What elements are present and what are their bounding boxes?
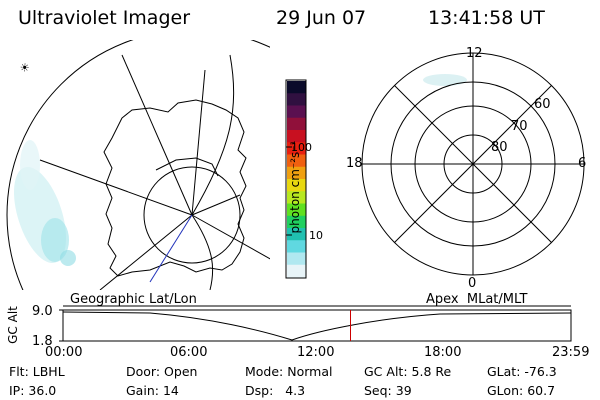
colorbar-segment: [287, 105, 306, 119]
colorbar-segment: [287, 228, 306, 241]
footer-ip: IP: 36.0: [9, 383, 57, 398]
time-label: 13:41:58 UT: [428, 7, 545, 29]
colorbar-unit-label: photon cm⁻²s⁻¹: [288, 140, 302, 234]
altitude-ymin: 1.8: [32, 334, 53, 349]
colorbar-segment: [287, 215, 306, 229]
colorbar-segment: [287, 81, 306, 94]
time-tick-2359: 23:59: [552, 345, 590, 360]
altitude-ymax: 9.0: [32, 304, 53, 319]
colorbar-segment: [287, 264, 306, 278]
colorbar-segment: [287, 93, 306, 106]
colorbar-tick-10: 10: [309, 229, 323, 242]
mlt-label-12: 12: [466, 46, 483, 61]
footer-glat: GLat: -76.3: [487, 364, 557, 379]
colorbar-segment: [287, 252, 306, 266]
geographic-map: [6, 40, 270, 290]
colorbar-segment: [287, 142, 306, 155]
altitude-plot: [59, 305, 572, 342]
footer-mode: Mode: Normal: [245, 364, 333, 379]
time-tick-0000: 00:00: [45, 345, 83, 360]
footer-gain: Gain: 14: [126, 383, 179, 398]
time-tick-0600: 06:00: [170, 345, 208, 360]
polar-plot-label: Apex MLat/MLT: [426, 292, 528, 307]
colorbar-segment: [287, 117, 306, 131]
mlat-label-70: 70: [511, 119, 528, 134]
mlt-label-18: 18: [346, 156, 363, 171]
mlt-label-6: 6: [578, 156, 587, 171]
footer-glon: GLon: 60.7: [487, 383, 556, 398]
footer-seq: Seq: 39: [364, 383, 412, 398]
mlat-label-60: 60: [534, 97, 551, 112]
colorbar-segment: [287, 203, 306, 217]
geo-map-label: Geographic Lat/Lon: [70, 292, 197, 307]
colorbar-tick-100: 100: [291, 141, 312, 154]
colorbar-segment: [287, 191, 306, 204]
footer-dsp: Dsp: 4.3: [245, 383, 306, 398]
sun-icon: ☀: [17, 60, 33, 76]
altitude-curve: [62, 311, 572, 341]
time-tick-1200: 12:00: [297, 345, 335, 360]
footer-flt: Flt: LBHL: [9, 364, 65, 379]
colorbar-segment: [287, 130, 306, 143]
date-label: 29 Jun 07: [276, 7, 367, 29]
aurora-emission: [13, 140, 76, 266]
instrument-title: Ultraviolet Imager: [18, 7, 191, 29]
time-tick-1800: 18:00: [424, 345, 462, 360]
colorbar: [285, 79, 307, 279]
footer-gc-alt: GC Alt: 5.8 Re: [364, 364, 452, 379]
altitude-ylabel: GC Alt: [5, 306, 20, 344]
colorbar-segment: [287, 179, 306, 192]
antarctica-coastline: [103, 99, 247, 277]
polar-plot: [361, 52, 585, 276]
colorbar-segment: [287, 240, 306, 253]
footer-door: Door: Open: [126, 364, 198, 379]
colorbar-segment: [287, 154, 306, 168]
mlt-label-0: 0: [468, 276, 477, 291]
colorbar-segment: [287, 166, 306, 180]
mlat-label-80: 80: [491, 140, 508, 155]
